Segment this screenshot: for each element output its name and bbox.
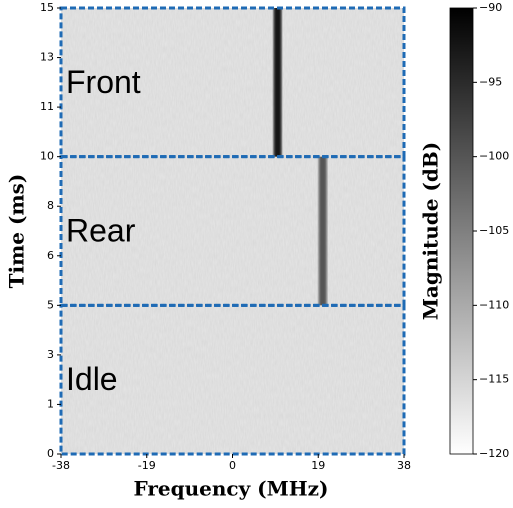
region-box: [59, 303, 406, 456]
colorbar-tick-label: −115: [479, 373, 509, 386]
noise-texture: [61, 8, 404, 454]
region-box: [59, 155, 406, 307]
colorbar-tick-label: −100: [479, 150, 509, 163]
y-tick-label: 6: [47, 249, 54, 262]
y-tick-label: 11: [40, 100, 54, 113]
region-label: Idle: [66, 361, 118, 397]
y-tick-label: 0: [47, 447, 54, 460]
colorbar-tick-label: −95: [479, 75, 502, 88]
signal-band: [273, 8, 282, 157]
x-tick-label: -19: [138, 459, 156, 472]
x-axis-title: Frequency (MHz): [134, 477, 329, 501]
colorbar-tick-label: −105: [479, 224, 509, 237]
y-axis-title: Time (ms): [5, 174, 29, 289]
colorbar-tick-label: −90: [479, 1, 502, 14]
signal-band: [318, 156, 327, 306]
y-tick-label: 5: [47, 298, 54, 311]
colorbar-tick-label: −110: [479, 298, 509, 311]
region-label: Rear: [66, 212, 136, 248]
y-tick-label: 1: [47, 397, 54, 410]
y-tick-label: 13: [40, 51, 54, 64]
region-box: [59, 6, 406, 159]
region-label: Front: [66, 64, 141, 100]
y-tick-label: 3: [47, 348, 54, 361]
y-tick-label: 8: [47, 199, 54, 212]
x-tick-label: 38: [397, 459, 411, 472]
colorbar: [449, 7, 474, 455]
y-tick-label: 15: [40, 1, 54, 14]
x-tick-label: 0: [229, 459, 236, 472]
colorbar-tick-label: −120: [479, 447, 509, 460]
y-tick-label: 10: [40, 150, 54, 163]
colorbar-title: Magnitude (dB): [419, 142, 443, 321]
x-tick-label: -38: [52, 459, 70, 472]
x-tick-label: 19: [311, 459, 325, 472]
